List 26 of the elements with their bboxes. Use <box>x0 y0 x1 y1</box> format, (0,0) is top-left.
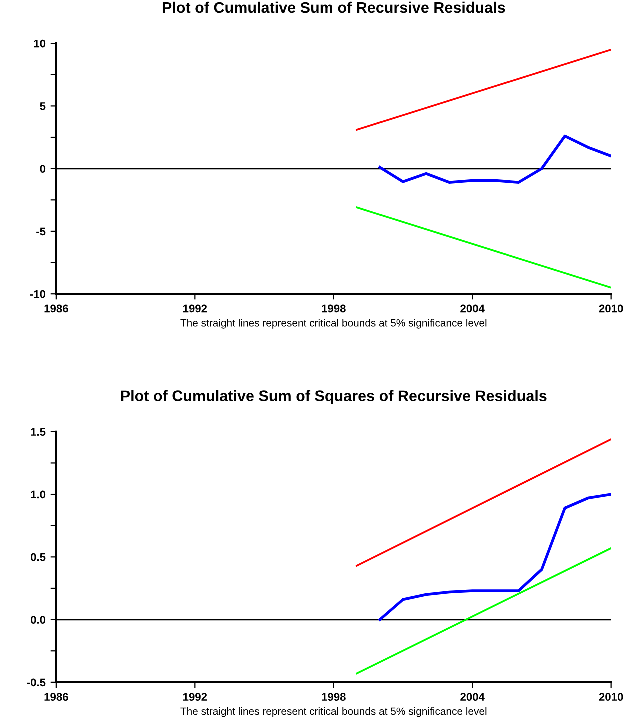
x-tick-label: 1992 <box>183 304 208 313</box>
line-series <box>378 493 612 622</box>
chart-title: Plot of Cumulative Sum of Recursive Residuals <box>162 2 506 14</box>
x-tick-label: 2010 <box>599 304 624 313</box>
y-tick-label: 10 <box>34 40 46 48</box>
line-series <box>378 134 612 184</box>
y-tick-label: -0.5 <box>27 678 46 687</box>
x-tick-label: 2004 <box>460 304 485 313</box>
x-tick-label: 1986 <box>44 693 68 702</box>
y-tick-label: 5 <box>40 102 46 110</box>
chart-title: Plot of Cumulative Sum of Squares of Recursive Residuals <box>121 390 547 405</box>
y-tick-label: 0 <box>40 165 46 173</box>
x-tick-label: 1998 <box>322 304 346 313</box>
x-tick-label: 1998 <box>322 693 346 702</box>
y-tick-label: 0.5 <box>31 553 46 562</box>
text: The straight lines represent critical bounds at 5% significance level <box>180 319 487 329</box>
x-tick-label: 2004 <box>460 693 485 702</box>
y-tick-label: 1.0 <box>31 490 46 499</box>
x-tick-label: 1986 <box>44 304 68 313</box>
y-tick-label: -10 <box>30 290 46 298</box>
y-tick-label: -5 <box>36 228 46 236</box>
y-tick-label: 0.0 <box>31 616 46 624</box>
x-tick-label: 1992 <box>183 693 208 702</box>
text: The straight lines represent critical bounds at 5% significance level <box>180 707 487 718</box>
y-tick-label: 1.5 <box>31 428 46 436</box>
x-tick-label: 2010 <box>599 693 624 702</box>
